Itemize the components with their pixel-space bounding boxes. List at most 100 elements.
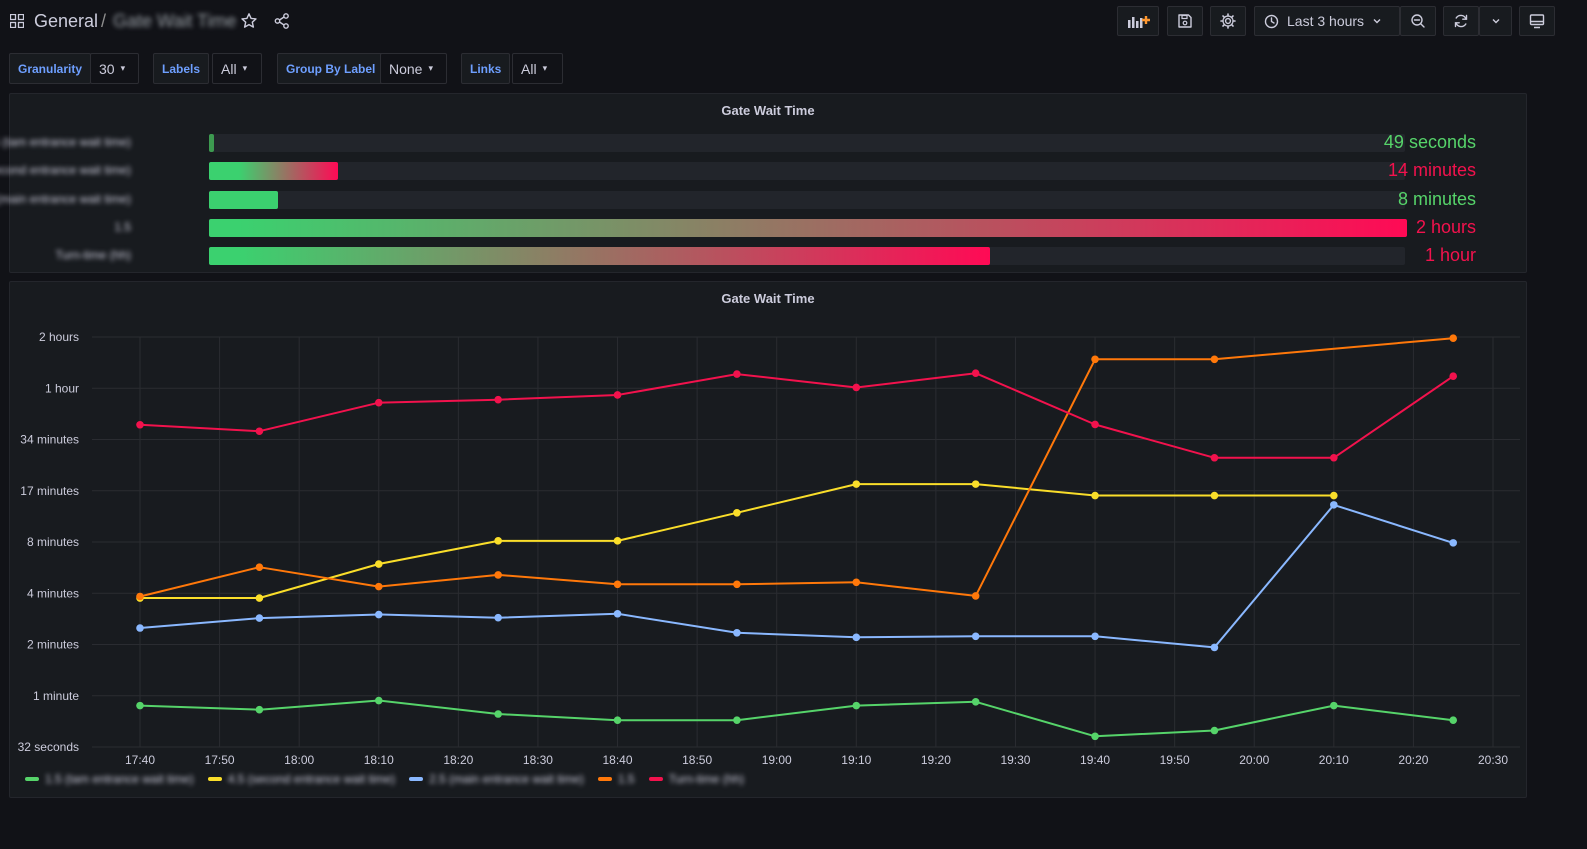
zoom-out-icon (1411, 14, 1425, 28)
data-point (494, 395, 502, 404)
x-tick-label: 19:20 (921, 753, 951, 767)
data-point (613, 716, 622, 724)
variable-value: All (521, 60, 537, 77)
chevron-down-icon: ▾ (120, 63, 126, 73)
data-point (971, 480, 980, 488)
variable-select-labels[interactable]: All ▾ (212, 53, 262, 84)
data-point (852, 578, 861, 587)
cycle-view-mode-button[interactable] (1519, 6, 1555, 36)
x-tick-label: 20:00 (1239, 753, 1269, 767)
data-point (255, 427, 264, 436)
data-point (733, 580, 741, 589)
time-range-picker[interactable]: Last 3 hours (1254, 6, 1400, 36)
x-tick-label: 19:30 (1000, 753, 1030, 767)
panel-title: Gate Wait Time (721, 291, 815, 306)
data-point (374, 696, 383, 705)
refresh-button[interactable] (1443, 6, 1479, 36)
refresh-icon (1454, 14, 1468, 28)
data-point (136, 420, 144, 429)
data-point (1210, 355, 1219, 364)
variable-select-links[interactable]: All ▾ (512, 53, 563, 84)
bar-gauge-panel[interactable]: Gate Wait Time 1.5 (tam entrance wait ti… (0, 93, 1527, 273)
legend-swatch (597, 777, 612, 781)
data-point (852, 633, 861, 642)
legend-item[interactable]: 1.5 (tam entrance wait time) (25, 772, 194, 786)
dashboard-title[interactable]: Gate Wait Time (113, 11, 237, 31)
y-tick-label: 8 minutes (27, 535, 79, 549)
data-point (971, 632, 980, 641)
bar-gauge-label: 4.5 (second entrance wait time) (0, 163, 131, 178)
data-point (494, 571, 502, 579)
variable-label-granularity: Granularity (9, 53, 92, 84)
series-line (139, 337, 1454, 598)
legend-item[interactable]: 2.5 (main entrance wait time) (409, 772, 584, 786)
variable-select-granularity[interactable]: 30 ▾ (90, 53, 139, 84)
bar-gauge-track (209, 190, 1405, 209)
bar-gauge-label: 1.5 (tam entrance wait time) (0, 135, 131, 149)
data-point (494, 613, 502, 622)
data-point (1449, 539, 1458, 547)
data-point (374, 582, 383, 591)
dashboard-settings-button[interactable] (1210, 6, 1246, 36)
legend-item[interactable]: 4.5 (second entrance wait time) (207, 772, 395, 786)
x-tick-label: 20:10 (1319, 753, 1349, 767)
x-tick-label: 18:50 (682, 753, 712, 767)
chevron-down-icon (1373, 19, 1381, 24)
legend-swatch (409, 777, 424, 781)
data-point (255, 563, 264, 572)
x-tick-label: 18:10 (364, 753, 394, 767)
data-point (852, 701, 861, 710)
legend-swatch (207, 777, 222, 781)
data-point (733, 716, 741, 724)
data-point (255, 614, 264, 622)
bar-gauge-value: 1 hour (1424, 245, 1476, 266)
series-line (139, 372, 1454, 459)
data-point (852, 480, 861, 488)
variable-label-group-by-label: Group By Label (277, 53, 385, 84)
x-tick-label: 19:00 (762, 753, 792, 767)
data-point (1091, 491, 1099, 500)
star-icon[interactable] (240, 12, 258, 30)
x-tick-label: 18:30 (523, 753, 553, 767)
data-point (971, 592, 980, 600)
chevron-down-icon (1492, 19, 1499, 24)
x-tick-label: 17:50 (205, 753, 235, 767)
data-point (1449, 372, 1458, 381)
x-tick-label: 18:40 (603, 753, 633, 767)
data-point (374, 560, 383, 568)
x-tick-label: 18:20 (443, 753, 473, 767)
x-tick-label: 18:00 (284, 753, 314, 767)
save-dashboard-button[interactable] (1167, 6, 1203, 36)
clock-icon (1264, 14, 1279, 28)
legend-item[interactable]: 1.5 (597, 772, 635, 786)
bar-gauge-label: Turn-time (hh) (55, 248, 131, 263)
bar-gauge-fill (209, 162, 339, 181)
legend-label: 2.5 (main entrance wait time) (429, 772, 584, 786)
y-tick-label: 1 hour (45, 381, 79, 395)
zoom-out-button[interactable] (1400, 6, 1436, 36)
apps-grid-icon[interactable] (10, 14, 24, 28)
y-tick-label: 1 minute (33, 689, 79, 703)
data-point (613, 609, 622, 618)
y-tick-label: 2 hours (39, 330, 79, 344)
data-point (1449, 334, 1458, 343)
variable-select-group-by-label[interactable]: None ▾ (380, 53, 447, 84)
legend-label: Turn-time (hh) (668, 772, 745, 786)
x-tick-label: 19:40 (1080, 753, 1110, 767)
breadcrumb-folder[interactable]: General (34, 11, 99, 31)
add-panel-button[interactable] (1117, 6, 1159, 36)
x-tick-label: 17:40 (125, 753, 155, 767)
share-icon[interactable] (273, 12, 291, 30)
series-line (139, 503, 1454, 649)
legend-item[interactable]: Turn-time (hh) (648, 772, 745, 786)
bar-gauge-value: 8 minutes (1397, 188, 1476, 209)
y-tick-label: 34 minutes (20, 433, 79, 447)
refresh-interval-dropdown[interactable] (1479, 6, 1512, 36)
breadcrumb-separator: / (101, 11, 107, 31)
variable-label-labels: Labels (153, 53, 210, 84)
data-point (1330, 701, 1338, 710)
legend-swatch (25, 777, 39, 781)
bar-gauge-track (209, 218, 1407, 237)
data-point (255, 594, 264, 602)
